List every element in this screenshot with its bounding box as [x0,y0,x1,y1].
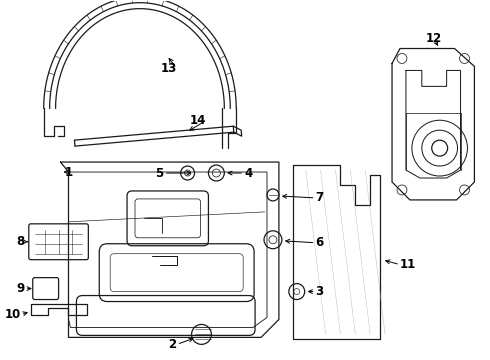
Text: 14: 14 [190,114,206,127]
Text: 2: 2 [169,338,177,351]
Text: 10: 10 [4,308,21,321]
Text: 9: 9 [17,282,25,295]
Text: 13: 13 [160,62,177,75]
Text: 6: 6 [316,236,324,249]
Text: 1: 1 [64,166,73,179]
Text: 5: 5 [155,167,164,180]
Text: 8: 8 [17,235,25,248]
Text: 4: 4 [244,167,252,180]
Text: 11: 11 [400,258,416,271]
Text: 3: 3 [316,285,324,298]
Text: 12: 12 [426,32,442,45]
Text: 7: 7 [316,192,324,204]
